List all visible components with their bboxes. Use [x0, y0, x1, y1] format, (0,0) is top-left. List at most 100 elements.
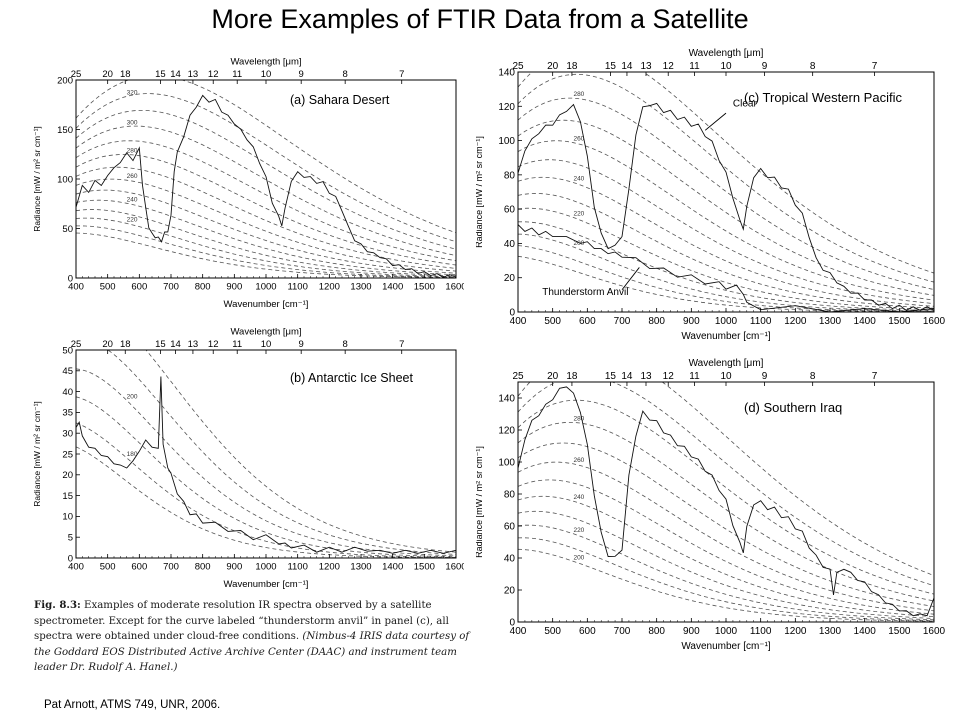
plot-frame [517, 71, 935, 313]
annotation-arrow-anvil [621, 267, 640, 290]
annotation-clear: Clear [733, 98, 758, 109]
caption-figure-label: Fig. 8.3: [34, 599, 81, 611]
wavelength-tick-label: 7 [399, 69, 404, 80]
planck-label: 240 [573, 494, 584, 501]
planck-curve-180 [518, 255, 934, 312]
top-axis-label: Wavelength [μm] [230, 327, 301, 338]
planck-curve-190 [518, 245, 934, 312]
y-tick-label: 100 [498, 458, 515, 469]
planck-curve-290 [76, 140, 456, 262]
planck-label: 280 [127, 148, 138, 155]
y-tick-label: 100 [498, 136, 515, 147]
x-tick-label: 1100 [750, 626, 772, 637]
y-tick-label: 25 [62, 449, 73, 460]
x-tick-label: 900 [683, 316, 700, 327]
planck-curve-290 [518, 73, 934, 283]
x-tick-label: 1500 [888, 626, 911, 637]
planck-label: 200 [127, 393, 138, 400]
spectra [518, 386, 934, 617]
x-axis-label: Wavenumber [cm⁻¹] [681, 641, 771, 652]
y-tick-label: 20 [62, 470, 73, 481]
planck-curve-220 [76, 217, 456, 277]
y-tick-label: 0 [68, 273, 73, 284]
wavelength-tick-label: 20 [102, 69, 113, 80]
x-tick-label: 1200 [319, 282, 340, 293]
x-axis-label: Wavenumber [cm⁻¹] [224, 579, 309, 590]
wavelength-tick-label: 18 [566, 371, 578, 382]
slide-title: More Examples of FTIR Data from a Satell… [211, 4, 749, 34]
wavelength-tick-label: 8 [810, 371, 816, 382]
wavelength-tick-label: 14 [170, 69, 181, 80]
x-tick-label: 1000 [715, 626, 738, 637]
x-tick-label: 1400 [854, 626, 877, 637]
x-tick-label: 1300 [819, 626, 842, 637]
x-tick-label: 400 [510, 626, 527, 637]
x-tick-label: 400 [510, 316, 527, 327]
y-axis-label: Radiance [mW / m² sr cm⁻¹] [476, 446, 484, 558]
planck-curve-250 [76, 189, 456, 274]
planck-label: 260 [573, 457, 584, 464]
x-tick-label: 1600 [445, 282, 464, 293]
y-tick-label: 50 [62, 345, 73, 356]
wavelength-tick-label: 8 [343, 339, 348, 350]
planck-curve-240 [518, 495, 934, 618]
y-tick-label: 45 [62, 366, 73, 377]
y-tick-label: 40 [504, 239, 516, 250]
y-tick-label: 0 [68, 553, 73, 564]
wavelength-tick-label: 10 [720, 61, 732, 72]
x-tick-label: 1000 [255, 562, 276, 573]
planck-curve-300 [518, 382, 934, 587]
wavelength-tick-label: 11 [689, 61, 700, 72]
x-tick-label: 600 [579, 316, 596, 327]
planck-label: 240 [573, 176, 584, 183]
wavelength-tick-label: 7 [872, 371, 878, 382]
planck-curves [518, 382, 934, 622]
wavelength-tick-label: 10 [720, 371, 732, 382]
x-tick-label: 700 [163, 282, 179, 293]
planck-curve-190 [76, 396, 456, 558]
planck-label: 260 [127, 173, 138, 180]
y-tick-label: 80 [504, 170, 516, 181]
x-tick-label: 1400 [382, 562, 403, 573]
planck-curve-260 [518, 461, 934, 612]
figure-caption: Fig. 8.3: Examples of moderate resolutio… [34, 598, 482, 676]
x-tick-label: 1500 [888, 316, 911, 327]
planck-curve-330 [76, 80, 456, 234]
planck-label: 280 [573, 415, 584, 422]
y-tick-label: 0 [509, 618, 515, 629]
planck-curve-250 [518, 479, 934, 615]
panel-title: (c) Tropical Western Pacific [744, 90, 902, 105]
x-tick-label: 1100 [750, 316, 772, 327]
annotation-thunderstorm-anvil: Thunderstorm Anvil [542, 287, 628, 298]
wavelength-tick-label: 7 [399, 339, 404, 350]
wavelength-tick-label: 7 [872, 61, 878, 72]
planck-curve-180 [76, 422, 456, 558]
y-tick-label: 10 [62, 512, 73, 523]
x-tick-label: 500 [544, 316, 561, 327]
planck-label: 260 [573, 136, 584, 143]
planck-curve-270 [76, 166, 456, 269]
wavelength-tick-label: 13 [188, 69, 199, 80]
planck-curve-200 [76, 368, 456, 557]
y-tick-label: 40 [504, 554, 516, 565]
x-tick-label: 1500 [414, 562, 435, 573]
planck-curves [76, 350, 456, 558]
wavelength-tick-label: 10 [261, 69, 272, 80]
planck-curve-200 [518, 548, 934, 622]
planck-curve-280 [76, 154, 456, 266]
spectra [76, 376, 456, 554]
y-tick-label: 35 [62, 408, 73, 419]
x-tick-label: 400 [68, 562, 84, 573]
x-tick-label: 800 [648, 626, 665, 637]
x-tick-label: 500 [544, 626, 561, 637]
spectra [76, 94, 456, 278]
x-tick-label: 1300 [350, 562, 371, 573]
top-axis-label: Wavelength [μm] [689, 48, 764, 59]
x-tick-label: 1200 [784, 626, 807, 637]
planck-curve-310 [518, 382, 934, 576]
x-tick-label: 1400 [854, 316, 877, 327]
y-tick-label: 5 [68, 533, 73, 544]
